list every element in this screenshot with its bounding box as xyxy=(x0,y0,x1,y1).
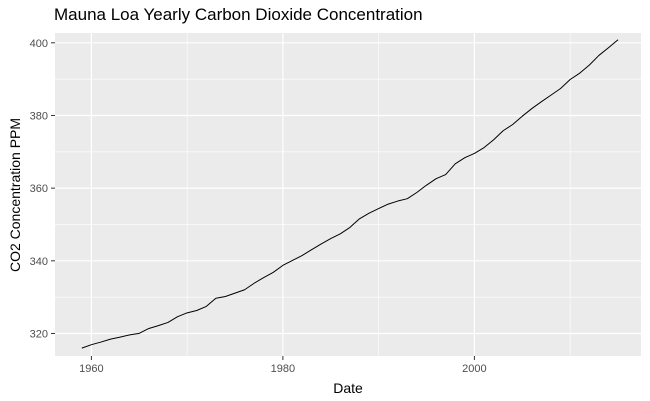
y-tick-label: 360 xyxy=(30,183,48,195)
co2-series-line xyxy=(81,39,619,349)
plot-panel xyxy=(55,33,641,356)
y-tick-label: 320 xyxy=(30,328,48,340)
y-tick-label: 380 xyxy=(30,110,48,122)
x-tick-label: 1980 xyxy=(271,363,295,375)
y-tick-label: 340 xyxy=(30,256,48,268)
chart-title: Mauna Loa Yearly Carbon Dioxide Concentr… xyxy=(54,5,423,24)
x-tick-label: 2000 xyxy=(462,363,486,375)
y-axis-title: CO2 Concentration PPM xyxy=(7,117,23,273)
y-tick-label: 400 xyxy=(30,38,48,50)
x-tick-label: 1960 xyxy=(79,363,103,375)
x-axis-title: Date xyxy=(333,380,363,396)
